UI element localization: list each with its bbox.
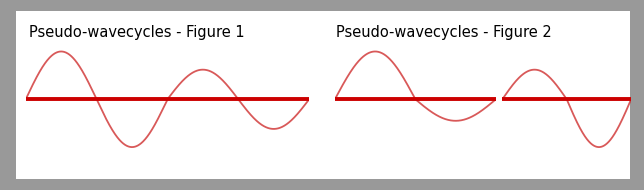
Text: Pseudo-wavecycles - Figure 2: Pseudo-wavecycles - Figure 2 [336, 25, 553, 40]
Text: Pseudo-wavecycles - Figure 1: Pseudo-wavecycles - Figure 1 [28, 25, 244, 40]
